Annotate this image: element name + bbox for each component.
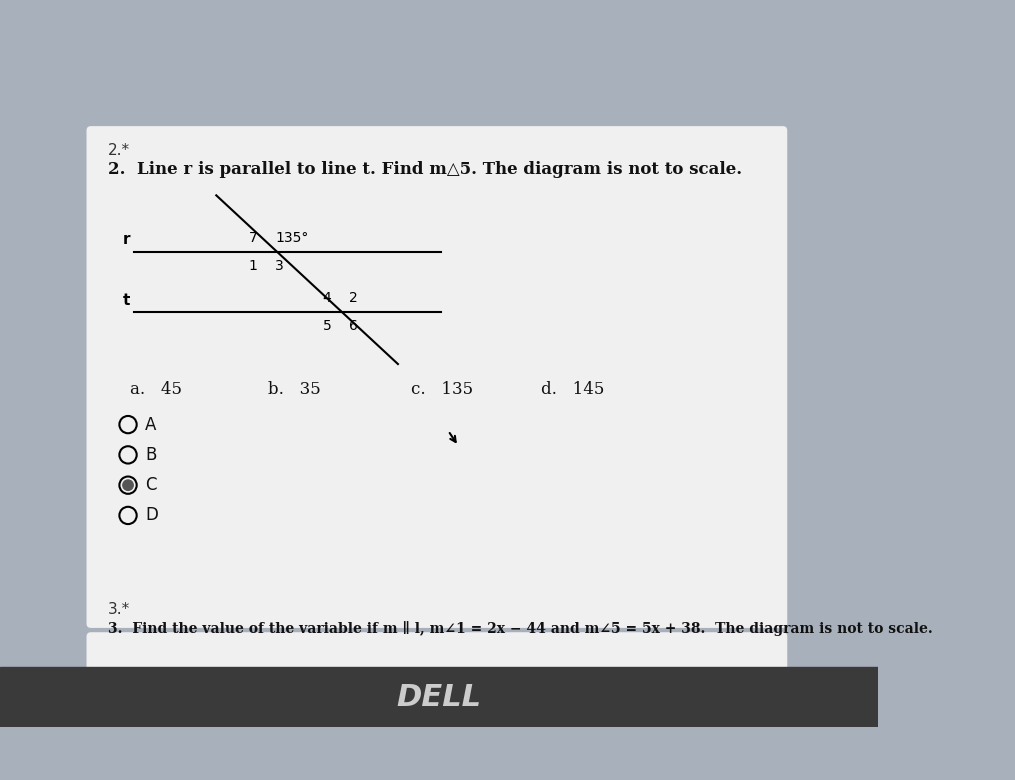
Text: 4: 4 bbox=[323, 291, 331, 305]
Text: r: r bbox=[122, 232, 130, 247]
Text: 7: 7 bbox=[249, 231, 258, 245]
Text: 3.*: 3.* bbox=[109, 602, 130, 617]
Text: 2.*: 2.* bbox=[109, 144, 130, 158]
Text: b.   35: b. 35 bbox=[268, 381, 321, 399]
Text: 1: 1 bbox=[249, 258, 258, 272]
Text: d.   145: d. 145 bbox=[541, 381, 604, 399]
FancyBboxPatch shape bbox=[86, 126, 788, 628]
Text: a.   45: a. 45 bbox=[130, 381, 182, 399]
FancyBboxPatch shape bbox=[86, 633, 788, 718]
Text: A: A bbox=[145, 416, 156, 434]
Text: 6: 6 bbox=[348, 319, 357, 333]
Text: c.   135: c. 135 bbox=[411, 381, 473, 399]
Bar bbox=[0, 667, 878, 728]
Text: 3: 3 bbox=[275, 258, 284, 272]
Text: 5: 5 bbox=[323, 319, 331, 333]
Text: DELL: DELL bbox=[396, 682, 481, 711]
Text: 135°: 135° bbox=[275, 231, 309, 245]
Text: t: t bbox=[123, 292, 130, 308]
Circle shape bbox=[123, 480, 133, 491]
Text: D: D bbox=[145, 506, 158, 524]
Text: 2.  Line r is parallel to line t. Find m△5. The diagram is not to scale.: 2. Line r is parallel to line t. Find m△… bbox=[109, 161, 742, 178]
Text: B: B bbox=[145, 446, 156, 464]
Text: C: C bbox=[145, 476, 157, 495]
Text: 2: 2 bbox=[348, 291, 357, 305]
Text: 3.  Find the value of the variable if m ∥ l, m∠1 = 2x − 44 and m∠5 = 5x + 38.  T: 3. Find the value of the variable if m ∥… bbox=[109, 621, 933, 636]
